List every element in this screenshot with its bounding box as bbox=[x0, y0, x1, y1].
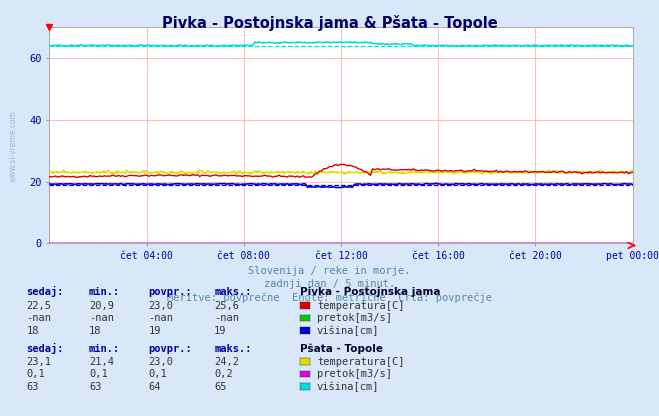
Text: maks.:: maks.: bbox=[214, 287, 252, 297]
Text: Pivka - Postojnska jama: Pivka - Postojnska jama bbox=[300, 287, 440, 297]
Text: 19: 19 bbox=[214, 326, 227, 336]
Text: -nan: -nan bbox=[214, 313, 239, 323]
Text: višina[cm]: višina[cm] bbox=[317, 325, 380, 336]
Text: min.:: min.: bbox=[89, 344, 120, 354]
Text: maks.:: maks.: bbox=[214, 344, 252, 354]
Text: 21,4: 21,4 bbox=[89, 357, 114, 367]
Text: temperatura[C]: temperatura[C] bbox=[317, 357, 405, 367]
Text: 0,2: 0,2 bbox=[214, 369, 233, 379]
Text: 18: 18 bbox=[89, 326, 101, 336]
Text: 19: 19 bbox=[148, 326, 161, 336]
Text: 0,1: 0,1 bbox=[148, 369, 167, 379]
Text: 0,1: 0,1 bbox=[26, 369, 45, 379]
Text: Slovenija / reke in morje.: Slovenija / reke in morje. bbox=[248, 266, 411, 276]
Text: -nan: -nan bbox=[148, 313, 173, 323]
Text: www.si-vreme.com: www.si-vreme.com bbox=[9, 110, 18, 181]
Text: 23,0: 23,0 bbox=[148, 357, 173, 367]
Text: temperatura[C]: temperatura[C] bbox=[317, 301, 405, 311]
Text: 18: 18 bbox=[26, 326, 39, 336]
Text: Meritve: povprečne  Enote: metrične  Črta: povprečje: Meritve: povprečne Enote: metrične Črta:… bbox=[167, 291, 492, 303]
Text: sedaj:: sedaj: bbox=[26, 342, 64, 354]
Text: 25,6: 25,6 bbox=[214, 301, 239, 311]
Text: 23,0: 23,0 bbox=[148, 301, 173, 311]
Text: 24,2: 24,2 bbox=[214, 357, 239, 367]
Text: 65: 65 bbox=[214, 382, 227, 392]
Text: sedaj:: sedaj: bbox=[26, 286, 64, 297]
Text: 23,1: 23,1 bbox=[26, 357, 51, 367]
Text: povpr.:: povpr.: bbox=[148, 344, 192, 354]
Text: Pivka - Postojnska jama & Pšata - Topole: Pivka - Postojnska jama & Pšata - Topole bbox=[161, 15, 498, 30]
Text: Pšata - Topole: Pšata - Topole bbox=[300, 343, 383, 354]
Text: višina[cm]: višina[cm] bbox=[317, 381, 380, 392]
Text: min.:: min.: bbox=[89, 287, 120, 297]
Text: 20,9: 20,9 bbox=[89, 301, 114, 311]
Text: pretok[m3/s]: pretok[m3/s] bbox=[317, 313, 392, 323]
Text: -nan: -nan bbox=[26, 313, 51, 323]
Text: 22,5: 22,5 bbox=[26, 301, 51, 311]
Text: 64: 64 bbox=[148, 382, 161, 392]
Text: -nan: -nan bbox=[89, 313, 114, 323]
Text: 0,1: 0,1 bbox=[89, 369, 107, 379]
Text: 63: 63 bbox=[26, 382, 39, 392]
Text: 63: 63 bbox=[89, 382, 101, 392]
Text: povpr.:: povpr.: bbox=[148, 287, 192, 297]
Text: pretok[m3/s]: pretok[m3/s] bbox=[317, 369, 392, 379]
Text: zadnji dan / 5 minut.: zadnji dan / 5 minut. bbox=[264, 279, 395, 289]
